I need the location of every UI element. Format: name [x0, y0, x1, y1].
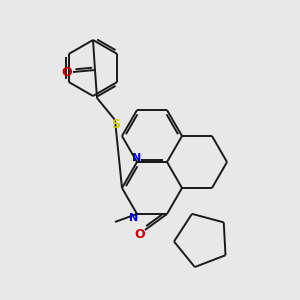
Text: N: N — [129, 213, 139, 223]
Text: O: O — [62, 65, 72, 79]
Text: O: O — [135, 229, 145, 242]
Text: S: S — [112, 118, 121, 130]
Text: N: N — [132, 153, 142, 163]
